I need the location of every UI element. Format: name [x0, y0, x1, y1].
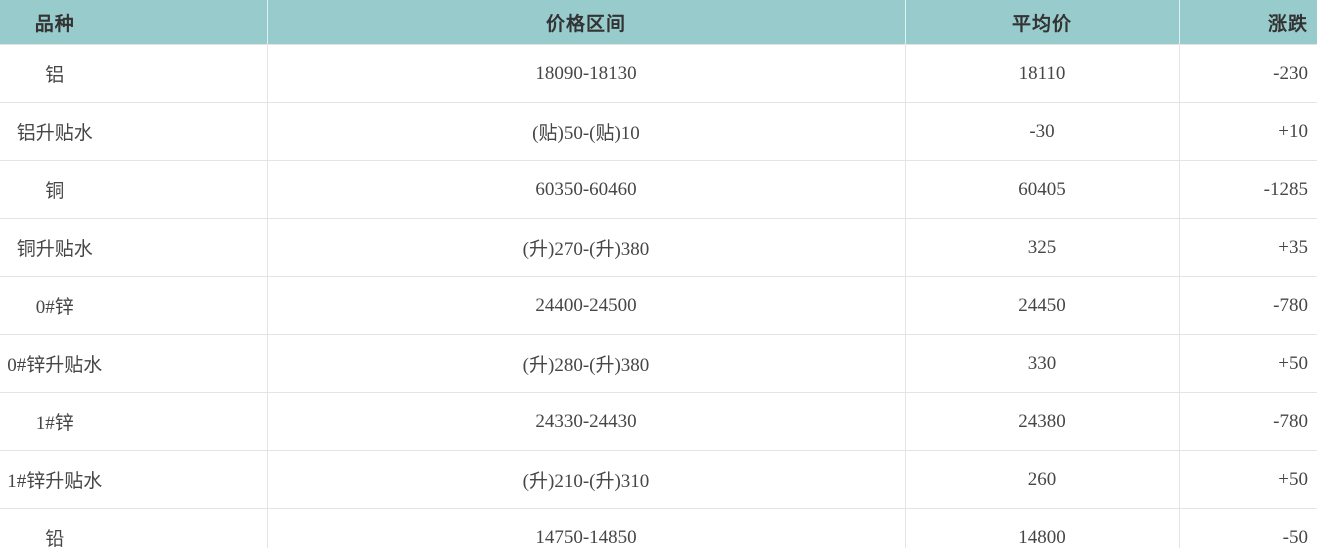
table-row: 铜 60350-60460 60405 -1285 — [0, 160, 1317, 219]
price-range-cell: (贴)50-(贴)10 — [267, 102, 906, 161]
average-price-cell: 18110 — [905, 44, 1180, 103]
price-range-cell: 18090-18130 — [267, 44, 906, 103]
variety-cell: 铜 — [0, 160, 268, 219]
variety-cell: 铜升贴水 — [0, 218, 268, 277]
variety-cell: 铝升贴水 — [0, 102, 268, 161]
change-cell: -230 — [1179, 44, 1317, 103]
average-price-cell: 24450 — [905, 276, 1180, 335]
variety-cell: 0#锌升贴水 — [0, 334, 268, 393]
average-price-cell: 325 — [905, 218, 1180, 277]
header-price-range: 价格区间 — [267, 0, 906, 45]
header-row: 品种 价格区间 平均价 涨跌 — [0, 0, 1317, 45]
average-price-cell: 330 — [905, 334, 1180, 393]
table-row: 0#锌升贴水 (升)280-(升)380 330 +50 — [0, 334, 1317, 393]
header-variety: 品种 — [0, 0, 268, 45]
table-row: 0#锌 24400-24500 24450 -780 — [0, 276, 1317, 335]
change-cell: +35 — [1179, 218, 1317, 277]
average-price-cell: 24380 — [905, 392, 1180, 451]
price-range-cell: 60350-60460 — [267, 160, 906, 219]
price-range-cell: (升)210-(升)310 — [267, 450, 906, 509]
average-price-cell: 60405 — [905, 160, 1180, 219]
change-cell: +50 — [1179, 450, 1317, 509]
table-row: 1#锌升贴水 (升)210-(升)310 260 +50 — [0, 450, 1317, 509]
table-row: 铝 18090-18130 18110 -230 — [0, 44, 1317, 103]
variety-cell: 铝 — [0, 44, 268, 103]
table-row: 铅 14750-14850 14800 -50 — [0, 508, 1317, 548]
table-row: 1#锌 24330-24430 24380 -780 — [0, 392, 1317, 451]
header-average-price: 平均价 — [905, 0, 1180, 45]
price-range-cell: (升)270-(升)380 — [267, 218, 906, 277]
price-range-cell: 14750-14850 — [267, 508, 906, 548]
change-cell: -1285 — [1179, 160, 1317, 219]
price-range-cell: 24330-24430 — [267, 392, 906, 451]
change-cell: +10 — [1179, 102, 1317, 161]
variety-cell: 0#锌 — [0, 276, 268, 335]
variety-cell: 1#锌升贴水 — [0, 450, 268, 509]
average-price-cell: -30 — [905, 102, 1180, 161]
price-range-cell: 24400-24500 — [267, 276, 906, 335]
change-cell: -780 — [1179, 392, 1317, 451]
table-body: 铝 18090-18130 18110 -230 铝升贴水 (贴)50-(贴)10 -30 +… — [0, 44, 1317, 548]
table-header: 品种 价格区间 平均价 涨跌 — [0, 0, 1317, 45]
table-row: 铝升贴水 (贴)50-(贴)10 -30 +10 — [0, 102, 1317, 161]
change-cell: -50 — [1179, 508, 1317, 548]
header-change: 涨跌 — [1179, 0, 1317, 45]
variety-cell: 1#锌 — [0, 392, 268, 451]
average-price-cell: 260 — [905, 450, 1180, 509]
change-cell: +50 — [1179, 334, 1317, 393]
average-price-cell: 14800 — [905, 508, 1180, 548]
price-range-cell: (升)280-(升)380 — [267, 334, 906, 393]
change-cell: -780 — [1179, 276, 1317, 335]
variety-cell: 铅 — [0, 508, 268, 548]
table-row: 铜升贴水 (升)270-(升)380 325 +35 — [0, 218, 1317, 277]
